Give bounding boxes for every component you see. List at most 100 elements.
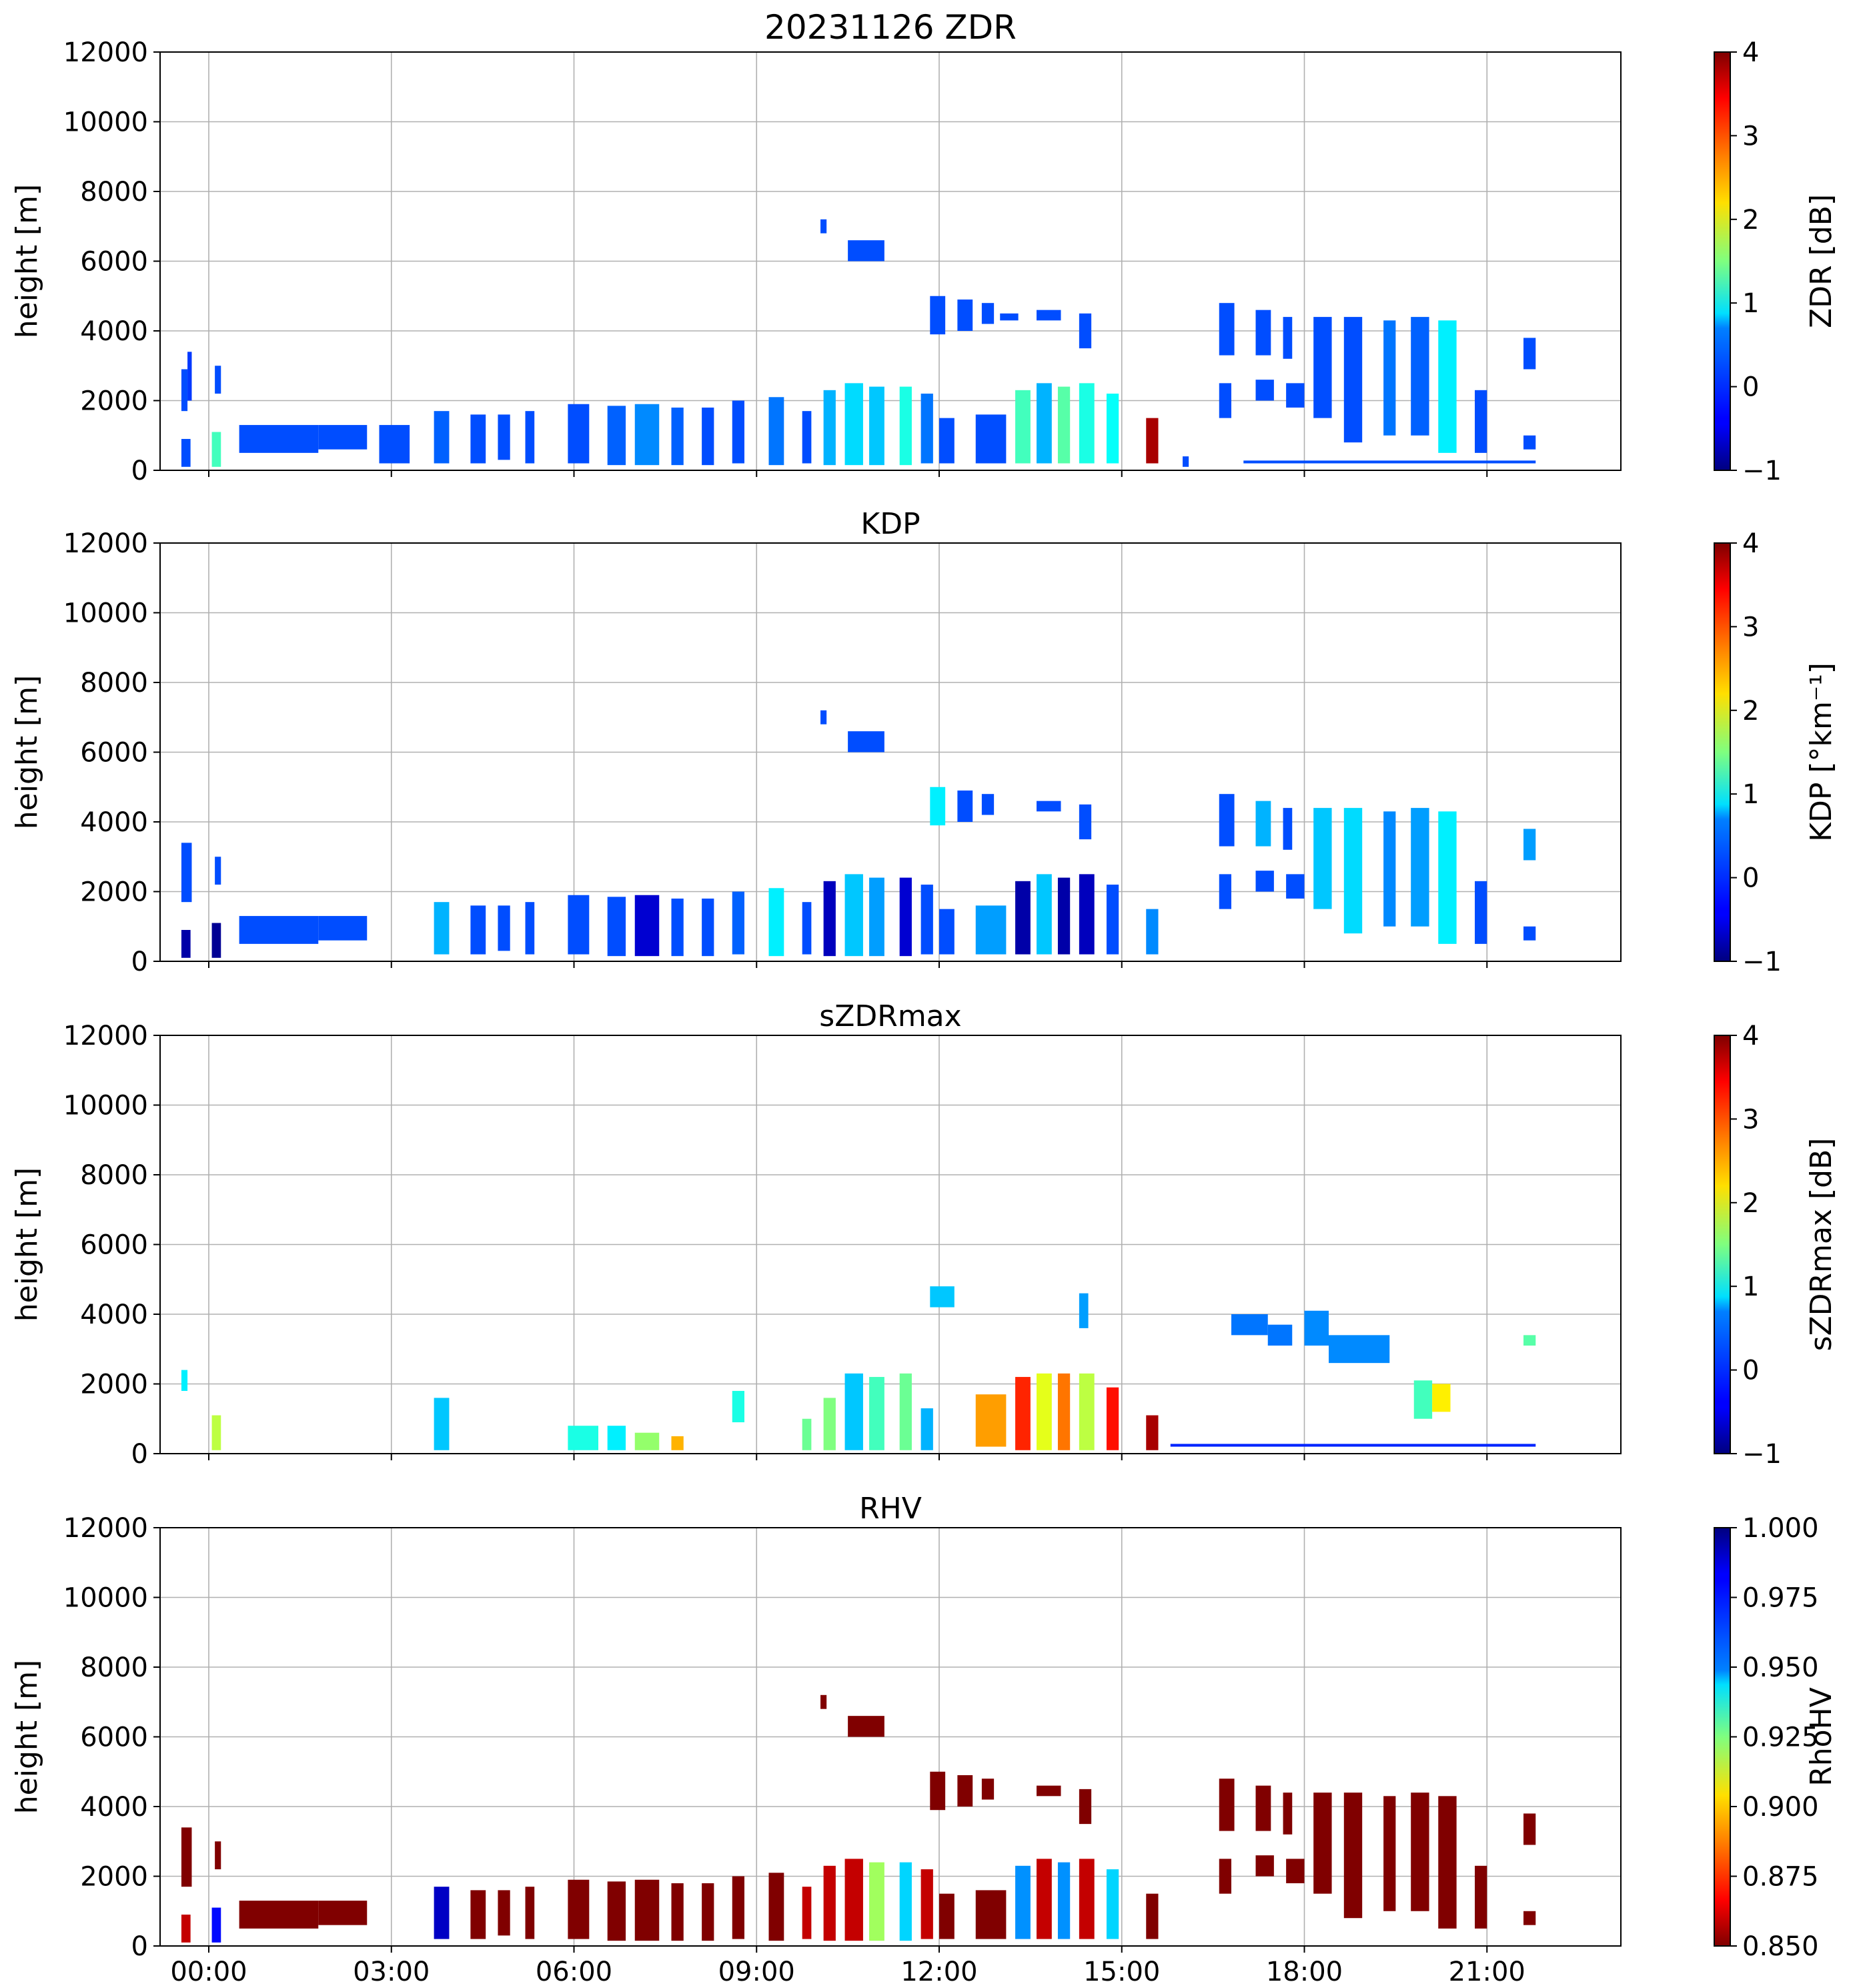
data-cell — [732, 1876, 744, 1939]
y-tick-label: 4000 — [80, 1792, 148, 1823]
data-cell — [869, 1377, 884, 1450]
data-cell — [802, 1418, 812, 1450]
colorbar-tick-label: 3 — [1742, 121, 1759, 151]
data-cell — [981, 1779, 995, 1800]
y-tick-label: 8000 — [80, 668, 148, 698]
data-cell — [1243, 460, 1536, 464]
data-cell — [1106, 885, 1119, 955]
data-cell — [1523, 1911, 1536, 1925]
y-tick-label: 2000 — [80, 386, 148, 417]
colorbar-tick-label: 0.900 — [1742, 1792, 1819, 1823]
data-cell — [920, 394, 933, 464]
data-cell — [470, 1890, 486, 1939]
data-cell — [1475, 1865, 1487, 1929]
data-cell — [930, 296, 946, 335]
colorbar-tick-label: −1 — [1742, 456, 1782, 486]
data-cell — [1219, 303, 1235, 356]
data-cell — [1255, 1855, 1274, 1877]
data-cell — [211, 1415, 221, 1450]
y-tick-label: 8000 — [80, 177, 148, 207]
data-cell — [1079, 1789, 1092, 1825]
data-cell — [1255, 1785, 1271, 1831]
data-cell — [607, 406, 626, 466]
y-tick-label: 10000 — [63, 598, 148, 629]
data-cell — [802, 411, 812, 464]
data-cell — [1255, 380, 1274, 401]
data-cell — [239, 916, 319, 944]
y-tick-label: 2000 — [80, 1862, 148, 1893]
colorbar-tick-label: 1 — [1742, 779, 1759, 810]
data-cell — [498, 414, 510, 460]
data-cell — [820, 219, 827, 233]
data-cell — [1146, 1415, 1159, 1450]
data-cell — [820, 710, 827, 724]
data-cell — [732, 400, 744, 464]
data-cell — [181, 1914, 191, 1943]
data-cell — [930, 787, 946, 826]
data-cell — [1383, 320, 1396, 436]
colorbar-rhv: 0.850 0.875 0.900 0.925 0.950 0.975 1.000 RhoHV — [1714, 1513, 1838, 1962]
colorbar-kdp: −1 0 1 2 3 4 KDP [°km⁻¹] — [1714, 528, 1838, 977]
data-cell — [844, 383, 863, 466]
data-cell — [1057, 877, 1071, 955]
data-cell — [1475, 390, 1487, 453]
data-cell — [181, 1370, 188, 1391]
data-cell — [1343, 317, 1363, 443]
data-cell — [1255, 310, 1271, 356]
data-cell — [768, 397, 784, 466]
data-cell — [1523, 338, 1536, 370]
y-axis-label: height [m] — [10, 1167, 44, 1322]
data-cell — [1106, 1387, 1119, 1450]
data-cell — [899, 1373, 912, 1450]
data-cell — [848, 1716, 884, 1737]
data-cell — [1037, 383, 1052, 464]
data-cell — [525, 902, 535, 955]
colorbar-tick-label: 4 — [1742, 37, 1759, 68]
data-cell — [211, 923, 221, 958]
y-tick-label: 0 — [131, 1439, 148, 1470]
colorbar-tick-label: 0 — [1742, 863, 1759, 894]
data-cell — [1219, 383, 1231, 418]
y-tick-label: 6000 — [80, 1230, 148, 1261]
colorbar-label: RhoHV — [1804, 1687, 1838, 1787]
data-cell — [802, 902, 812, 955]
data-cell — [1329, 1335, 1390, 1364]
y-tick-label: 2000 — [80, 1370, 148, 1400]
colorbar-tick-label: 0 — [1742, 372, 1759, 403]
data-cell — [1343, 1793, 1363, 1919]
x-tick-label: 09:00 — [718, 1957, 795, 1987]
colorbar-gradient — [1714, 542, 1731, 962]
x-tick-label: 06:00 — [536, 1957, 612, 1987]
data-cell — [1283, 808, 1293, 850]
y-tick-label: 8000 — [80, 1160, 148, 1191]
data-cell — [239, 1901, 319, 1929]
x-tick-label: 18:00 — [1266, 1957, 1343, 1987]
data-cell — [1146, 909, 1159, 955]
data-cell — [899, 386, 912, 466]
data-cell — [211, 432, 221, 467]
data-cell — [920, 885, 933, 955]
colorbar-gradient — [1714, 1035, 1731, 1454]
colorbar-tick-label: 2 — [1742, 205, 1759, 235]
data-cell — [1383, 811, 1396, 927]
data-cell — [318, 1901, 368, 1925]
y-tick-label: 12000 — [63, 1021, 148, 1051]
colorbar-tick-label: 0.925 — [1742, 1722, 1819, 1753]
data-cell — [848, 240, 884, 262]
data-cell — [732, 1390, 744, 1422]
data-cell — [318, 916, 368, 941]
data-cell — [1079, 1373, 1095, 1450]
data-cell — [920, 1408, 933, 1450]
data-cell — [1037, 801, 1061, 812]
data-cell — [181, 929, 191, 958]
data-cell — [181, 843, 192, 903]
data-cell — [823, 1398, 836, 1450]
y-tick-label: 2000 — [80, 877, 148, 908]
data-cell — [1413, 1380, 1433, 1419]
data-cell — [869, 877, 884, 957]
data-cell — [568, 1426, 598, 1450]
data-cell — [1015, 1865, 1031, 1939]
data-cell — [1219, 1779, 1235, 1831]
data-cell — [470, 905, 486, 955]
panel-szdrmax: sZDRmax 0 2000 4000 6000 8000 10000 12000 height… — [10, 999, 1838, 1470]
